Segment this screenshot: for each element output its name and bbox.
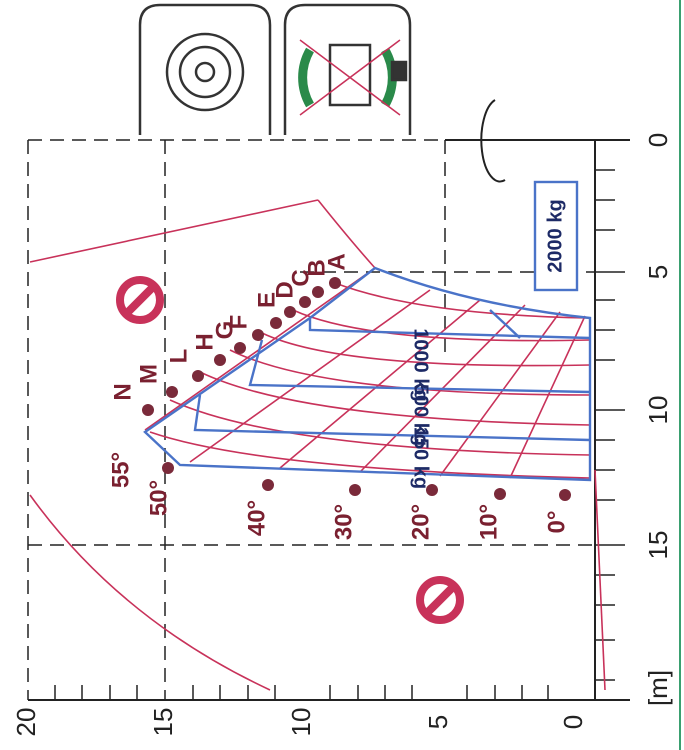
angle-label: 0° — [543, 511, 570, 534]
position-label: B — [303, 259, 330, 276]
angle-label: 55° — [107, 452, 134, 488]
height-label: 0 — [558, 715, 588, 729]
angle-label: 20° — [407, 504, 434, 540]
height-label: 10 — [286, 708, 316, 737]
position-label: L — [165, 349, 192, 364]
load-label: 2000 kg — [544, 199, 566, 272]
position-label: G — [211, 321, 238, 340]
position-label: H — [191, 333, 218, 350]
height-label: 20 — [11, 708, 41, 737]
radius-label: 5 — [643, 265, 673, 279]
radius-label: 10 — [643, 396, 673, 425]
angle-label: 40° — [243, 500, 270, 536]
position-label: C — [287, 269, 314, 286]
position-label: F — [225, 315, 252, 330]
radius-label: 0 — [643, 133, 673, 147]
grid-lines — [144, 267, 591, 479]
boundaries — [29, 199, 606, 691]
radius-label: 15 — [643, 531, 673, 560]
icons — [138, 3, 412, 135]
angle-label: 30° — [330, 504, 357, 540]
load-label: 150 kg — [410, 427, 432, 489]
position-label: M — [135, 364, 162, 384]
position-label: N — [109, 383, 136, 400]
frame — [27, 99, 630, 701]
angle-label: 10° — [475, 504, 502, 540]
load-label: 500 kg — [410, 384, 432, 446]
unit-label: [m] — [643, 670, 673, 706]
position-label: D — [271, 281, 298, 298]
dots — [142, 277, 571, 501]
angle-label: 50° — [145, 480, 172, 516]
height-label: 5 — [423, 715, 453, 729]
position-label: A — [323, 253, 350, 270]
labels: 0 5 10 15 [m] 20 15 10 5 0 2000 kg 1000 … — [11, 133, 673, 737]
load-envelope — [143, 180, 592, 482]
position-label: E — [253, 292, 280, 308]
stop-signs — [116, 276, 464, 624]
height-label: 15 — [148, 708, 178, 737]
load-label: 1000 kg — [410, 328, 432, 401]
